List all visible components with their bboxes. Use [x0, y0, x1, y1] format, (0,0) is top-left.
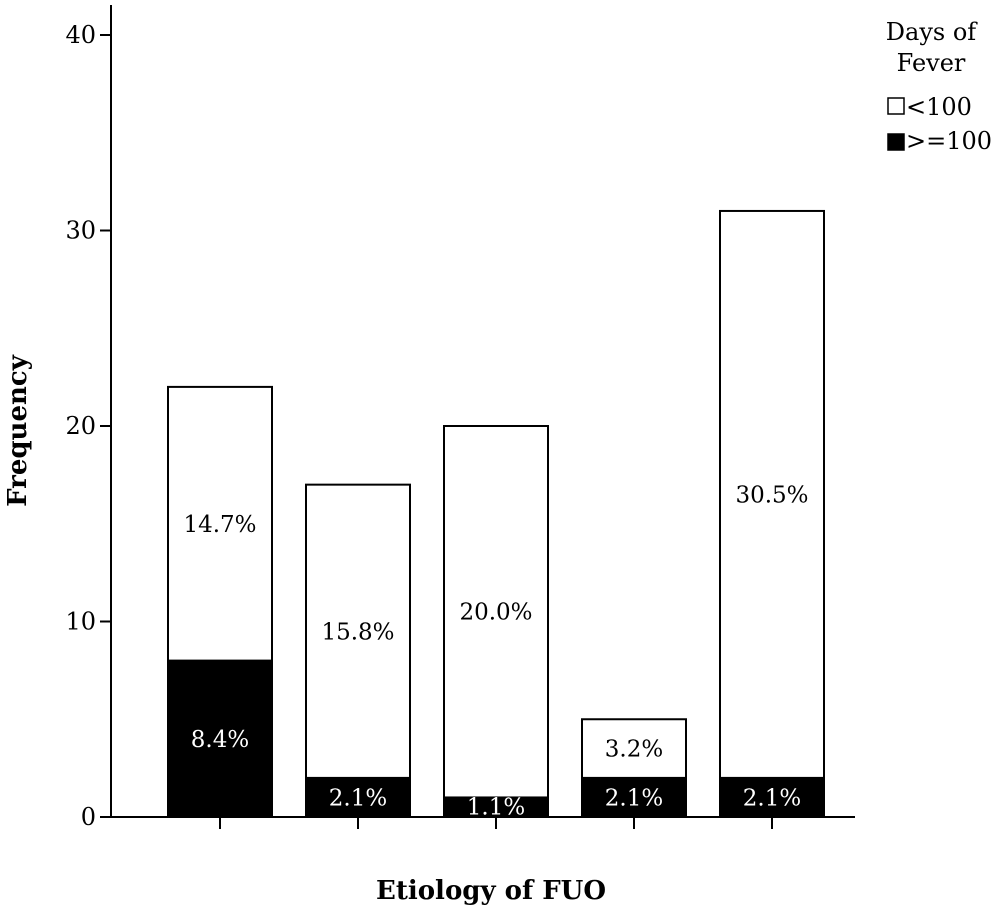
bar-label-ge100-2: 2.1%: [329, 785, 387, 811]
bar-lt100-5: [719, 209, 825, 779]
legend: Days of Fever <100 >=100: [886, 18, 992, 155]
bar-ge100-1: [167, 659, 273, 818]
legend-swatch-ge100: [887, 133, 905, 151]
bars-layer: [167, 209, 825, 819]
bar-labels-layer: 8.4%14.7%2.1%15.8%1.1%20.0%2.1%3.2%2.1%3…: [183, 482, 808, 820]
bar-label-ge100-4: 2.1%: [605, 785, 663, 811]
bar-label-lt100-3: 20.0%: [459, 600, 532, 626]
bar-lt100-2: [305, 483, 411, 779]
legend-title-line-2: Fever: [897, 49, 966, 77]
bar-label-ge100-1: 8.4%: [191, 727, 249, 753]
y-tick-label-30: 30: [65, 217, 96, 245]
bar-label-lt100-5: 30.5%: [735, 482, 808, 508]
bar-label-lt100-4: 3.2%: [605, 737, 663, 763]
legend-label-ge100: >=100: [906, 127, 992, 155]
bar-lt100-1: [167, 385, 273, 662]
bar-label-lt100-1: 14.7%: [183, 512, 256, 538]
axes-layer: [110, 5, 855, 818]
legend-title-line-1: Days of: [886, 18, 979, 46]
y-tick-label-0: 0: [81, 803, 96, 831]
bar-label-ge100-5: 2.1%: [743, 785, 801, 811]
bar-label-lt100-2: 15.8%: [321, 619, 394, 645]
y-axis-title: Frequency: [3, 354, 33, 507]
y-tick-label-10: 10: [65, 608, 96, 636]
bar-lt100-3: [443, 425, 549, 799]
y-tick-label-40: 40: [65, 21, 96, 49]
bar-lt100-4: [581, 718, 687, 779]
legend-label-lt100: <100: [906, 93, 972, 121]
bar-ge100-5: [719, 776, 825, 819]
legend-swatch-lt100: [887, 97, 905, 115]
ticks-layer: 0 10 20 30 40: [65, 21, 773, 831]
y-tick-label-20: 20: [65, 412, 96, 440]
x-axis-title: Etiology of FUO: [376, 876, 606, 906]
